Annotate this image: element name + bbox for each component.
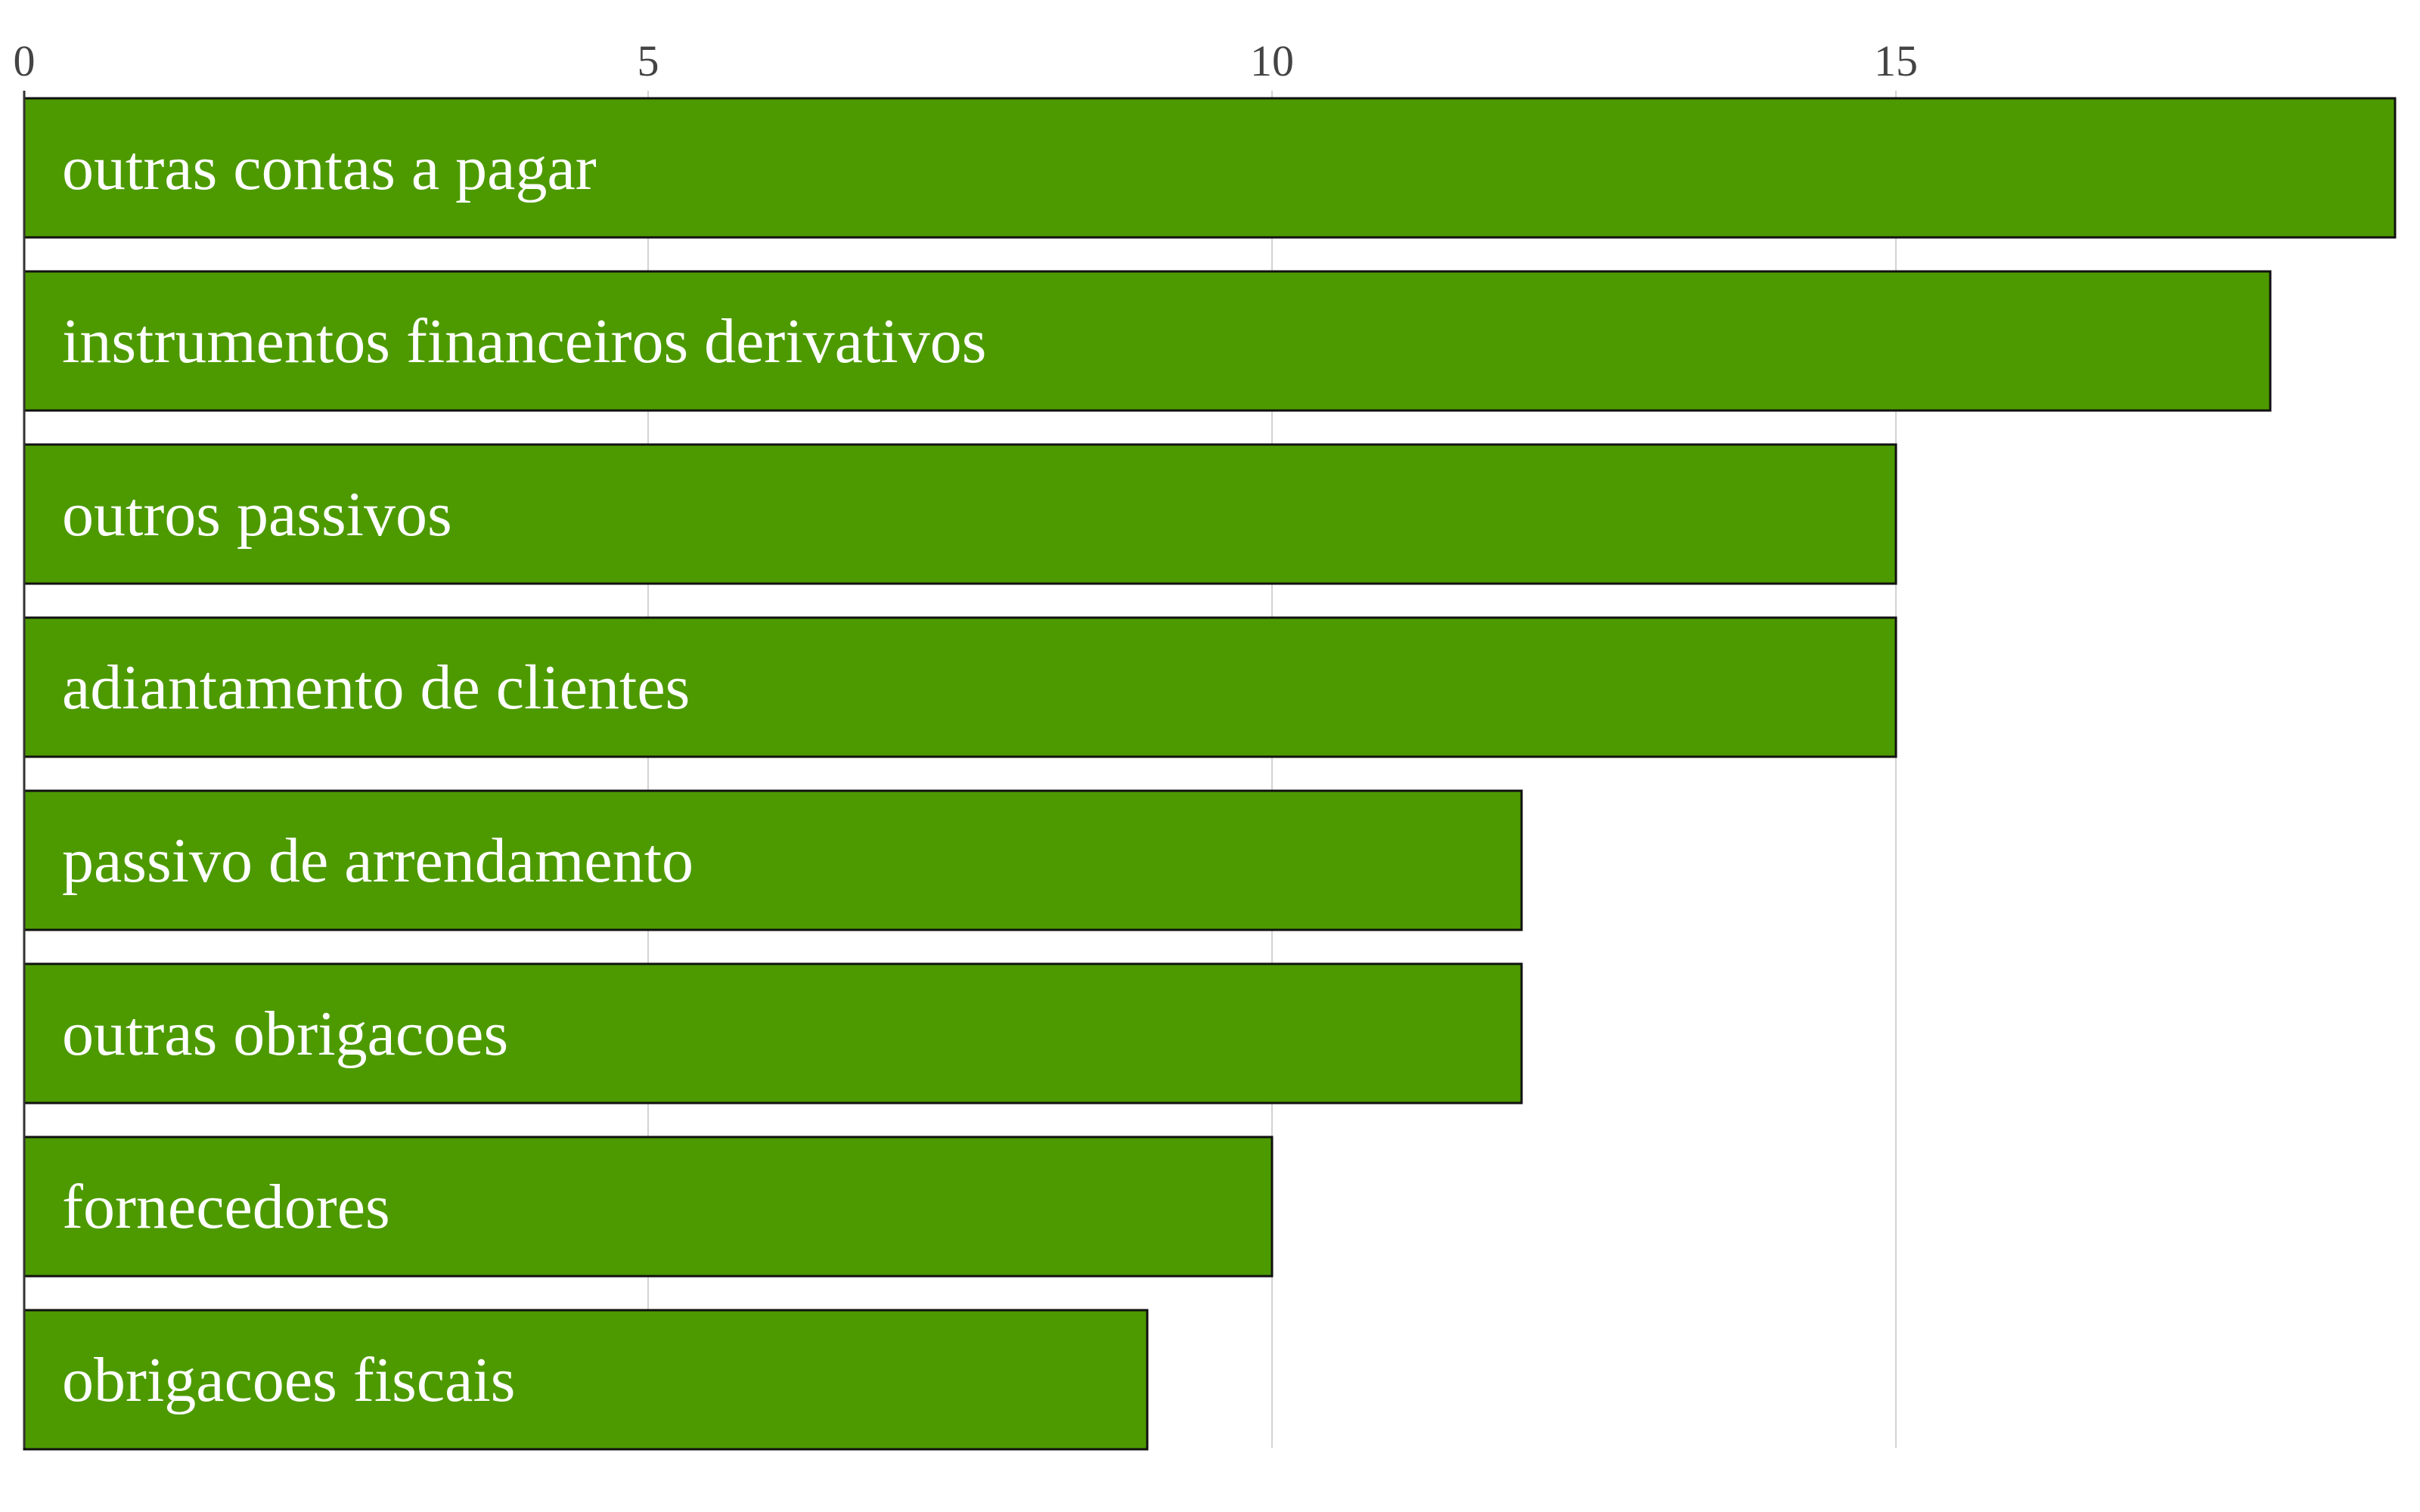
- x-tick-label-15: 15: [1874, 36, 1918, 85]
- bar-label-7: obrigacoes fiscais: [62, 1345, 515, 1415]
- bar-label-0: outras contas a pagar: [62, 133, 597, 203]
- bar-5: [23, 962, 1523, 1105]
- bars: outras contas a pagar instrumentos financ…: [23, 97, 2397, 1451]
- bar-1: [23, 270, 2272, 412]
- bar-label-1: instrumentos financeiros derivativos: [62, 306, 986, 376]
- x-axis: 0 5 10 15: [14, 36, 1918, 1448]
- x-tick-label-5: 5: [638, 36, 659, 85]
- bar-label-5: outras obrigacoes: [62, 999, 508, 1069]
- bar-0: [23, 97, 2397, 239]
- bar-label-6: fornecedores: [62, 1172, 390, 1242]
- bar-4: [23, 789, 1523, 931]
- bar-2: [23, 443, 1897, 585]
- bar-label-2: outros passivos: [62, 479, 452, 550]
- bar-6: [23, 1136, 1274, 1278]
- bar-3: [23, 616, 1897, 758]
- x-tick-label-10: 10: [1250, 36, 1294, 85]
- bar-label-4: passivo de arrendamento: [62, 826, 693, 896]
- bar-label-3: adiantamento de clientes: [62, 652, 690, 723]
- x-tick-label-0: 0: [14, 36, 36, 85]
